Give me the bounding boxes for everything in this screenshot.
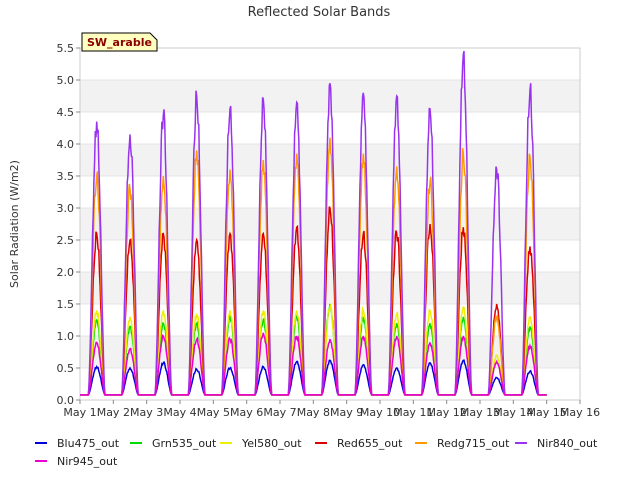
x-tick-label: May 4 <box>163 406 196 419</box>
y-tick-label: 0.5 <box>57 362 75 375</box>
legend-item: Nir840_out <box>515 437 598 450</box>
legend-label: Red655_out <box>337 437 403 450</box>
y-tick-label: 2.5 <box>57 234 75 247</box>
y-axis-label: Solar Radiation (W/m2) <box>8 160 21 288</box>
x-tick-label: May 3 <box>130 406 163 419</box>
y-tick-label: 4.0 <box>57 138 75 151</box>
y-tick-label: 5.5 <box>57 42 75 55</box>
x-tick-label: May 6 <box>230 406 263 419</box>
legend-item: Redg715_out <box>415 437 510 450</box>
y-tick-label: 3.5 <box>57 170 75 183</box>
x-tick-label: May 10 <box>360 406 400 419</box>
y-tick-label: 5.0 <box>57 74 75 87</box>
x-tick-label: May 15 <box>527 406 567 419</box>
x-tick-label: May 9 <box>330 406 363 419</box>
site-badge: SW_arable <box>81 32 158 52</box>
x-tick-label: May 12 <box>427 406 467 419</box>
series-line-nir945-out <box>80 332 547 396</box>
x-tick-label: May 5 <box>197 406 230 419</box>
x-tick-label: May 8 <box>297 406 330 419</box>
plot-area-frame <box>79 47 581 401</box>
y-tick-label: 2.0 <box>57 266 75 279</box>
legend-label: Nir840_out <box>537 437 598 450</box>
x-tick-label: May 16 <box>560 406 600 419</box>
chart-title: Reflected Solar Bands <box>248 5 391 20</box>
site-badge-box <box>81 32 158 52</box>
y-tick-label: 4.5 <box>57 106 75 119</box>
x-tick-label: May 2 <box>97 406 130 419</box>
legend-item: Blu475_out <box>35 437 120 450</box>
y-tick-label: 1.5 <box>57 298 75 311</box>
legend-item: Grn535_out <box>130 437 217 450</box>
x-tick-label: May 11 <box>393 406 433 419</box>
series-lines <box>80 50 547 396</box>
y-tick-label: 1.0 <box>57 330 75 343</box>
legend-label: Yel580_out <box>241 437 302 450</box>
y-axis-ticks: 0.0 0.5 1.0 1.5 2.0 2.5 3.0 3.5 4.0 4.5 5.0 5.5 <box>57 42 80 407</box>
y-tick-label: 0.0 <box>57 394 75 407</box>
grid-bands <box>80 79 580 401</box>
x-tick-label: May 7 <box>263 406 296 419</box>
legend-label: Blu475_out <box>57 437 120 450</box>
legend-label: Nir945_out <box>57 455 118 468</box>
legend-item: Nir945_out <box>35 455 118 468</box>
legend-label: Redg715_out <box>437 437 510 450</box>
legend-item: Red655_out <box>315 437 403 450</box>
y-tick-label: 3.0 <box>57 202 75 215</box>
x-axis-ticks: May 1 May 2 May 3 May 4 May 5 May 6 May 7 May 8… <box>63 400 600 419</box>
legend: Blu475_out Grn535_out Yel580_out Red655_out… <box>35 437 598 468</box>
x-tick-label: May 13 <box>460 406 500 419</box>
site-badge-label: SW_arable <box>87 36 152 49</box>
grid-band <box>80 272 580 304</box>
legend-item: Yel580_out <box>220 437 302 450</box>
x-tick-label: May 14 <box>493 406 533 419</box>
legend-label: Grn535_out <box>152 437 217 450</box>
x-tick-label: May 1 <box>63 406 96 419</box>
